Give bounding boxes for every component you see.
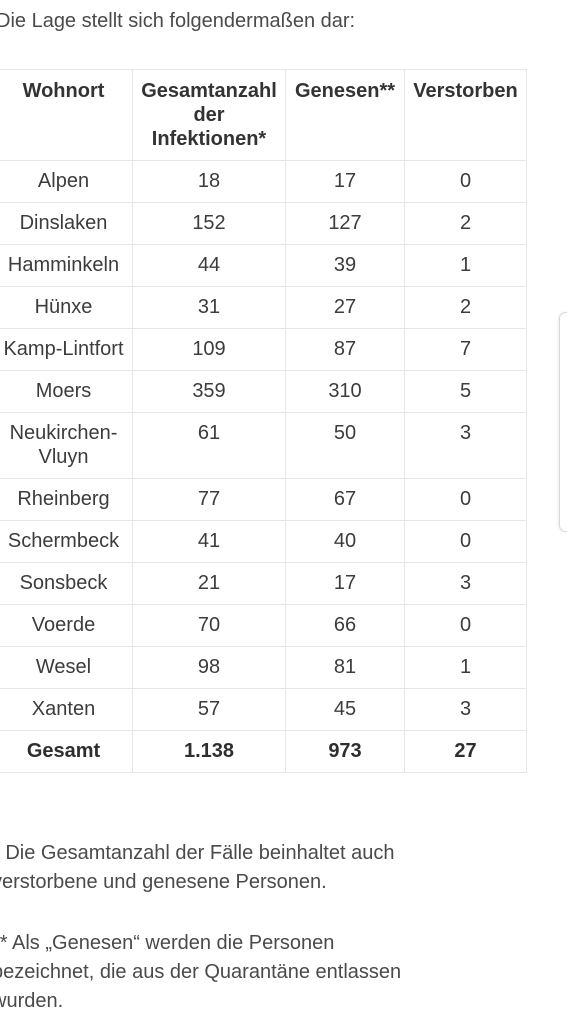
cell-gesamtanzahl: 109 bbox=[132, 328, 286, 371]
cell-genesen: 40 bbox=[285, 520, 405, 563]
cell-wohnort: Moers bbox=[0, 370, 133, 413]
cell-verstorben: 0 bbox=[404, 520, 527, 563]
table-row: Hünxe 31 27 2 bbox=[0, 286, 527, 329]
table-row: Sonsbeck 21 17 3 bbox=[0, 562, 527, 605]
table-row-total: Gesamt 1.138 973 27 bbox=[0, 730, 527, 773]
cell-wohnort: Wesel bbox=[0, 646, 133, 689]
cell-wohnort: Kamp-Lintfort bbox=[0, 328, 133, 371]
cell-genesen: 66 bbox=[285, 604, 405, 647]
cell-genesen: 17 bbox=[285, 160, 405, 203]
cell-gesamtanzahl: 98 bbox=[132, 646, 286, 689]
cell-wohnort: Sonsbeck bbox=[0, 562, 133, 605]
cell-gesamtanzahl: 31 bbox=[132, 286, 286, 329]
table-row: Rheinberg 77 67 0 bbox=[0, 478, 527, 521]
table-body: Alpen 18 17 0 Dinslaken 152 127 2 Hamminkeln 44 39… bbox=[0, 160, 527, 773]
scroll-handle[interactable] bbox=[559, 312, 567, 532]
cell-gesamtanzahl: 41 bbox=[132, 520, 286, 563]
header-verstorben: Verstorben bbox=[404, 69, 527, 161]
table-row: Kamp-Lintfort 109 87 7 bbox=[0, 328, 527, 371]
cell-verstorben: 3 bbox=[404, 688, 527, 731]
cell-verstorben: 5 bbox=[404, 370, 527, 413]
table-row: Wesel 98 81 1 bbox=[0, 646, 527, 689]
cell-genesen: 87 bbox=[285, 328, 405, 371]
cell-verstorben: 0 bbox=[404, 478, 527, 521]
table-header-row: Wohnort Gesamtanzahl der Infektionen* Ge… bbox=[0, 69, 527, 161]
cell-wohnort: Xanten bbox=[0, 688, 133, 731]
table-row: Dinslaken 152 127 2 bbox=[0, 202, 527, 245]
cell-wohnort: Rheinberg bbox=[0, 478, 133, 521]
total-genesen: 973 bbox=[285, 730, 405, 773]
cell-verstorben: 3 bbox=[404, 562, 527, 605]
table-row: Alpen 18 17 0 bbox=[0, 160, 527, 203]
cell-verstorben: 1 bbox=[404, 646, 527, 689]
cell-gesamtanzahl: 61 bbox=[132, 412, 286, 479]
cell-verstorben: 0 bbox=[404, 160, 527, 203]
cell-verstorben: 7 bbox=[404, 328, 527, 371]
intro-text: Die Lage stellt sich folgendermaßen dar: bbox=[0, 10, 356, 32]
cell-verstorben: 0 bbox=[404, 604, 527, 647]
table-row: Xanten 57 45 3 bbox=[0, 688, 527, 731]
cell-genesen: 127 bbox=[285, 202, 405, 245]
cell-gesamtanzahl: 359 bbox=[132, 370, 286, 413]
cell-wohnort: Neukirchen-Vluyn bbox=[0, 412, 133, 479]
total-gesamt: 1.138 bbox=[132, 730, 286, 773]
total-verstorben: 27 bbox=[404, 730, 527, 773]
cell-verstorben: 2 bbox=[404, 202, 527, 245]
header-gesamtanzahl: Gesamtanzahl der Infektionen* bbox=[132, 69, 286, 161]
cell-wohnort: Dinslaken bbox=[0, 202, 133, 245]
cell-wohnort: Alpen bbox=[0, 160, 133, 203]
table-row: Voerde 70 66 0 bbox=[0, 604, 527, 647]
cell-gesamtanzahl: 21 bbox=[132, 562, 286, 605]
cell-gesamtanzahl: 57 bbox=[132, 688, 286, 731]
cell-gesamtanzahl: 18 bbox=[132, 160, 286, 203]
header-wohnort: Wohnort bbox=[0, 69, 133, 161]
cell-wohnort: Schermbeck bbox=[0, 520, 133, 563]
cell-wohnort: Hamminkeln bbox=[0, 244, 133, 287]
cell-verstorben: 1 bbox=[404, 244, 527, 287]
cell-genesen: 39 bbox=[285, 244, 405, 287]
total-label: Gesamt bbox=[0, 730, 133, 773]
cell-genesen: 27 bbox=[285, 286, 405, 329]
cell-gesamtanzahl: 44 bbox=[132, 244, 286, 287]
cell-wohnort: Voerde bbox=[0, 604, 133, 647]
cell-verstorben: 2 bbox=[404, 286, 527, 329]
cell-wohnort: Hünxe bbox=[0, 286, 133, 329]
cell-gesamtanzahl: 152 bbox=[132, 202, 286, 245]
cell-genesen: 50 bbox=[285, 412, 405, 479]
header-genesen: Genesen** bbox=[285, 69, 405, 161]
cell-genesen: 67 bbox=[285, 478, 405, 521]
table-row: Hamminkeln 44 39 1 bbox=[0, 244, 527, 287]
table-row: Schermbeck 41 40 0 bbox=[0, 520, 527, 563]
footnote-genesen: ** Als „Genesen“ werden die Personen bez… bbox=[0, 932, 402, 1012]
table-row: Neukirchen-Vluyn 61 50 3 bbox=[0, 412, 527, 479]
cell-gesamtanzahl: 77 bbox=[132, 478, 286, 521]
infection-table: Wohnort Gesamtanzahl der Infektionen* Ge… bbox=[0, 69, 527, 773]
cell-gesamtanzahl: 70 bbox=[132, 604, 286, 647]
cell-genesen: 310 bbox=[285, 370, 405, 413]
cell-verstorben: 3 bbox=[404, 412, 527, 479]
cell-genesen: 45 bbox=[285, 688, 405, 731]
footnote-gesamtanzahl: * Die Gesamtanzahl der Fälle beinhaltet … bbox=[0, 842, 395, 893]
cell-genesen: 17 bbox=[285, 562, 405, 605]
table-row: Moers 359 310 5 bbox=[0, 370, 527, 413]
cell-genesen: 81 bbox=[285, 646, 405, 689]
